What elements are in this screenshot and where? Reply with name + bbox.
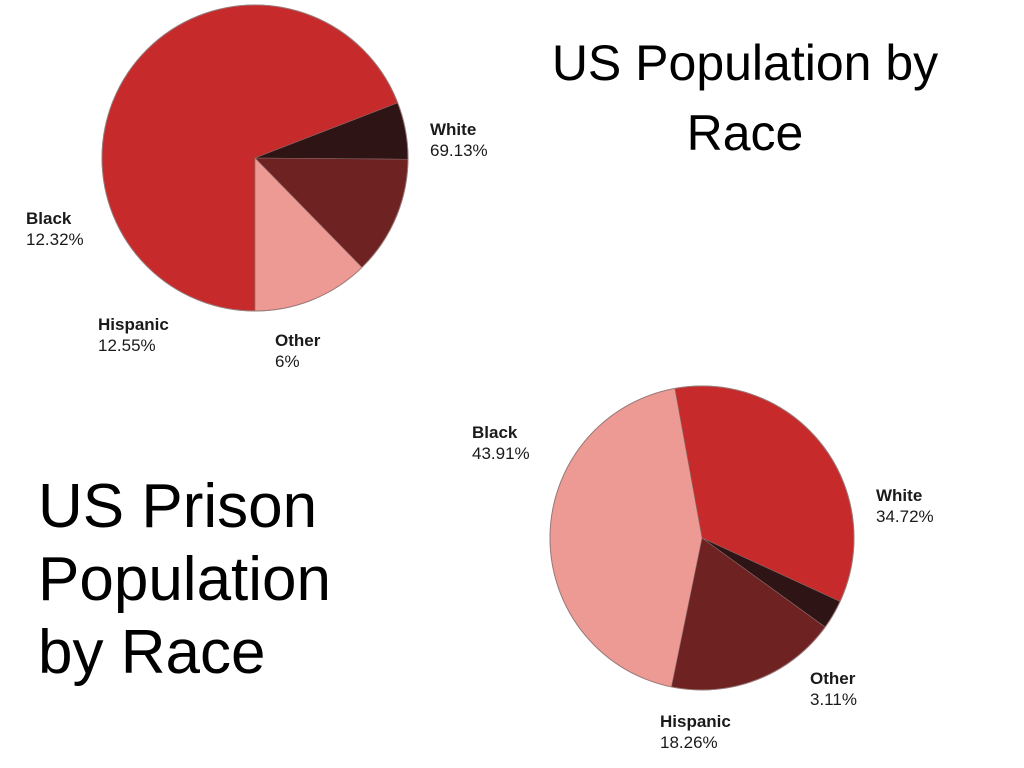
slice-value-white: 34.72%: [876, 507, 934, 526]
chart-title-us-prison-population: US Prison Population by Race: [38, 470, 368, 689]
slice-value-hispanic: 18.26%: [660, 733, 718, 752]
title-line: US Population by: [551, 35, 939, 91]
title-line: Race: [686, 105, 804, 161]
title-line: by Race: [38, 618, 266, 687]
slice-value-white: 69.13%: [430, 141, 488, 160]
pie-outline: [549, 385, 855, 691]
slice-value-black: 12.32%: [26, 230, 84, 249]
slice-value-black: 43.91%: [472, 444, 530, 463]
chart-title-us-population: US Population by Race: [500, 28, 990, 168]
title-line: US Prison: [38, 472, 318, 541]
slice-label-white: White: [876, 486, 922, 505]
pie-outline: [101, 4, 409, 312]
slice-label-white: White: [430, 120, 476, 139]
title-line: Population: [38, 545, 332, 614]
slice-label-black: Black: [472, 423, 518, 442]
slice-label-black: Black: [26, 209, 72, 228]
slice-label-hispanic: Hispanic: [98, 315, 169, 334]
pie-slice-black: [549, 388, 703, 688]
slice-value-other: 6%: [275, 352, 300, 371]
slice-label-other: Other: [275, 331, 321, 350]
slice-label-hispanic: Hispanic: [660, 712, 731, 731]
pie-chart-us-prison-population: White 34.72% Other 3.11% Hispanic 18.26% Black…: [472, 385, 934, 752]
slice-value-other: 3.11%: [810, 690, 857, 709]
slice-label-other: Other: [810, 669, 856, 688]
slice-value-hispanic: 12.55%: [98, 336, 156, 355]
pie-chart-us-population: White 69.13% Other 6% Hispanic 12.55% Black 12.…: [26, 4, 488, 371]
